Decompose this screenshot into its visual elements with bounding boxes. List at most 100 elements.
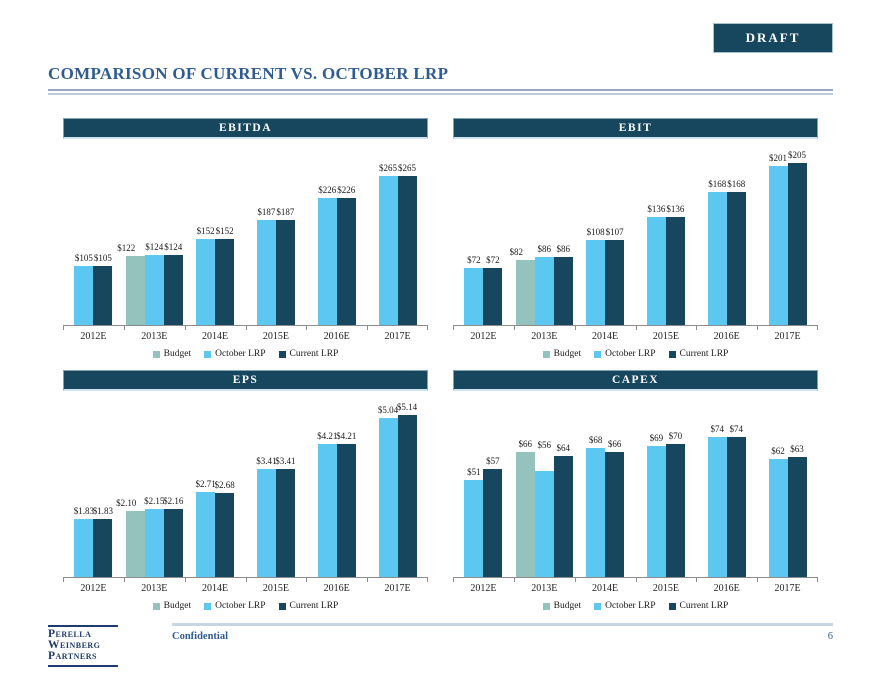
bar-eps-2014E-october-lrp: $2.71 xyxy=(195,479,216,577)
chart-plot-capex: $51 $57 $66 $56 $64 $68 $66 $69 $70 $74 $74 $62 $63 xyxy=(453,392,818,582)
title-underline xyxy=(48,89,833,95)
bar-ebit-2017E-current-lrp: $205 xyxy=(787,150,807,325)
category-label-2016E: 2016E xyxy=(323,331,350,342)
bar-ebitda-2016E-current-lrp: $226 xyxy=(336,185,356,325)
legend-label: Budget xyxy=(553,349,582,359)
category-group-2016E: $74 $74 xyxy=(696,392,757,577)
category-label-2014E: 2014E xyxy=(202,583,229,594)
bar-ebitda-2014E-current-lrp: $152 xyxy=(215,226,235,325)
bar-value-label: $82 xyxy=(509,247,523,257)
bar-ebit-2014E-current-lrp: $107 xyxy=(605,227,625,325)
bar-ebit-2012E-current-lrp: $72 xyxy=(483,255,503,325)
bar-value-label: $86 xyxy=(537,244,551,254)
category-label-2015E: 2015E xyxy=(652,331,679,342)
logo-line-2: Weinberg xyxy=(48,639,101,651)
legend-item-october-lrp: October LRP xyxy=(594,349,656,359)
bar-value-label: $168 xyxy=(727,179,746,189)
bar-value-label: $108 xyxy=(586,227,605,237)
bar-value-label: $69 xyxy=(649,433,664,443)
bar-eps-2016E-october-lrp: $4.21 xyxy=(317,431,337,577)
chart-plot-ebitda: $105 $105 $122 $124 $124 $152 $152 $187 $187 $226… xyxy=(63,140,428,330)
bar-ebit-2013E-current-lrp: $86 xyxy=(553,244,573,325)
chart-panel-ebit: EBIT $72 $72 $82 $86 $86 $108 $107 $136 $136 $168 $… xyxy=(453,118,818,359)
bar-eps-2014E-current-lrp: $2.68 xyxy=(214,480,235,577)
logo-line-3: Partners xyxy=(48,650,97,662)
bar-capex-2013E-budget: $66 xyxy=(515,439,535,577)
legend-swatch-current-lrp xyxy=(668,602,676,610)
category-label-2012E: 2012E xyxy=(470,331,497,342)
bar-ebitda-2016E-october-lrp: $226 xyxy=(317,185,337,325)
category-group-2015E: $3.41 $3.41 xyxy=(245,392,306,577)
category-label-2016E: 2016E xyxy=(713,331,740,342)
category-group-2015E: $136 $136 xyxy=(635,140,696,325)
bar-eps-2013E-october-lrp: $2.15 xyxy=(144,496,164,577)
bar-value-label: $124 xyxy=(145,242,164,252)
category-label-2017E: 2017E xyxy=(774,331,801,342)
category-group-2016E: $226 $226 xyxy=(306,140,367,325)
bar-value-label: $187 xyxy=(257,207,276,217)
chart-panel-eps: EPS $1.83 $1.83 $2.10 $2.15 $2.16 $2.71 $2.68 $3… xyxy=(63,370,428,611)
category-group-2017E: $201 $205 xyxy=(757,140,818,325)
legend-item-october-lrp: October LRP xyxy=(204,601,266,611)
legend-swatch-budget xyxy=(152,602,160,610)
bar-value-label: $187 xyxy=(276,207,295,217)
category-group-2014E: $68 $66 xyxy=(575,392,636,577)
axis-tick xyxy=(817,326,818,330)
bar-ebit-2014E-october-lrp: $108 xyxy=(586,227,606,325)
bar-ebit-2015E-current-lrp: $136 xyxy=(665,204,685,325)
category-group-2013E: $2.10 $2.15 $2.16 xyxy=(116,392,185,577)
category-label-2013E: 2013E xyxy=(141,331,168,342)
bar-eps-2013E-current-lrp: $2.16 xyxy=(163,496,183,577)
bar-eps-2017E-october-lrp: $5.04 xyxy=(378,405,398,577)
bar-ebitda-2013E-budget: $122 xyxy=(117,243,145,325)
bar-value-label: $63 xyxy=(790,444,804,454)
legend-label: October LRP xyxy=(605,601,656,611)
legend-label: Budget xyxy=(163,349,192,359)
legend-item-budget: Budget xyxy=(542,349,582,359)
category-label-2015E: 2015E xyxy=(262,583,289,594)
legend-label: Budget xyxy=(553,601,582,611)
category-group-2016E: $4.21 $4.21 xyxy=(306,392,367,577)
legend-label: October LRP xyxy=(605,349,656,359)
bar-value-label: $1.83 xyxy=(92,506,114,516)
bar-ebit-2013E-october-lrp: $86 xyxy=(534,244,554,325)
draft-label: DRAFT xyxy=(745,30,801,45)
bar-capex-2013E-current-lrp: $64 xyxy=(553,443,573,577)
bar-value-label: $2.71 xyxy=(195,479,216,489)
footer-divider xyxy=(172,623,833,626)
bar-value-label: $86 xyxy=(556,244,570,254)
axis-tick xyxy=(696,326,698,330)
bar-value-label: $226 xyxy=(318,185,337,195)
category-group-2012E: $72 $72 xyxy=(453,140,514,325)
legend-swatch-october-lrp xyxy=(594,350,602,358)
bar-value-label: $62 xyxy=(771,446,785,456)
category-group-2012E: $51 $57 xyxy=(453,392,514,577)
category-group-2017E: $62 $63 xyxy=(757,392,818,577)
title-block: COMPARISON OF CURRENT VS. OCTOBER LRP xyxy=(48,64,833,95)
category-label-2014E: 2014E xyxy=(592,583,619,594)
bar-capex-2012E-current-lrp: $57 xyxy=(483,456,503,577)
axis-tick xyxy=(635,578,637,582)
bar-value-label: $2.68 xyxy=(214,480,235,490)
category-label-2015E: 2015E xyxy=(262,331,289,342)
bar-capex-2015E-october-lrp: $69 xyxy=(646,433,666,577)
category-axis-eps: 2012E 2013E 2014E 2015E 2016E 2017E xyxy=(63,583,428,594)
axis-tick xyxy=(696,578,698,582)
bar-ebit-2017E-october-lrp: $201 xyxy=(768,153,788,325)
bar-ebitda-2013E-current-lrp: $124 xyxy=(163,242,183,325)
bar-ebitda-2017E-current-lrp: $265 xyxy=(397,163,417,325)
axis-tick xyxy=(453,578,454,582)
category-label-2013E: 2013E xyxy=(531,331,558,342)
bar-capex-2013E-october-lrp: $56 xyxy=(534,440,554,577)
category-group-2014E: $108 $107 xyxy=(575,140,636,325)
legend-item-october-lrp: October LRP xyxy=(594,601,656,611)
axis-tick xyxy=(513,578,515,582)
category-label-2016E: 2016E xyxy=(713,583,740,594)
legend-swatch-budget xyxy=(152,350,160,358)
bar-ebit-2015E-october-lrp: $136 xyxy=(646,204,666,325)
bar-ebitda-2012E-current-lrp: $105 xyxy=(93,253,113,325)
category-label-2014E: 2014E xyxy=(202,331,229,342)
category-label-2012E: 2012E xyxy=(80,583,107,594)
chart-panel-ebitda: EBITDA $105 $105 $122 $124 $124 $152 $152 $187 $1… xyxy=(63,118,428,359)
